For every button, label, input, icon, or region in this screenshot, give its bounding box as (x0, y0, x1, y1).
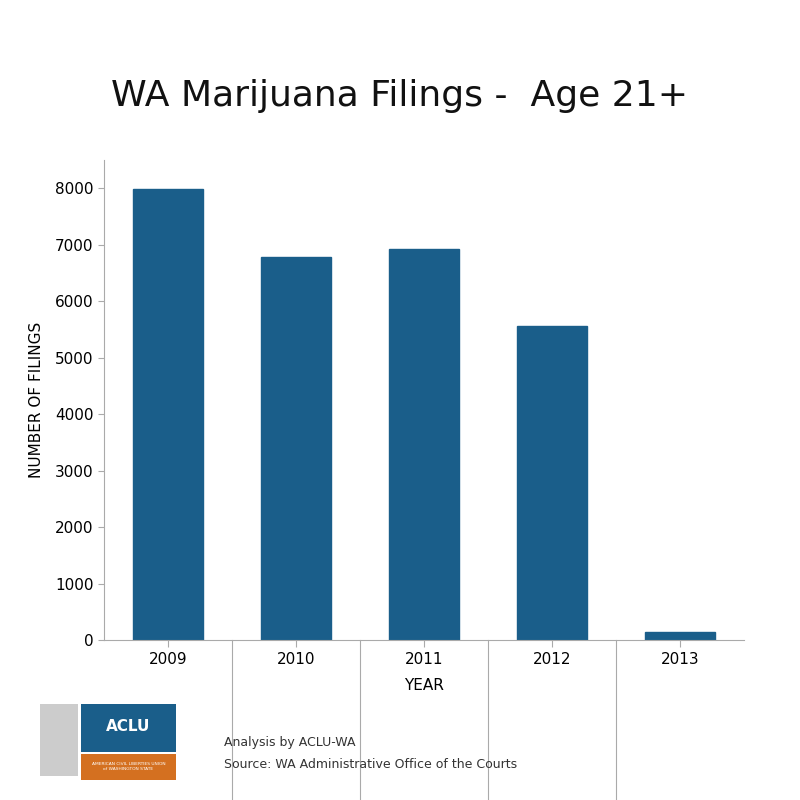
X-axis label: YEAR: YEAR (404, 678, 444, 693)
Bar (517, 326, 587, 640)
Bar (261, 257, 331, 640)
Text: ACLU: ACLU (106, 719, 150, 734)
FancyBboxPatch shape (81, 704, 176, 752)
Text: Source: WA Administrative Office of the Courts: Source: WA Administrative Office of the … (224, 758, 517, 771)
Text: WA Marijuana Filings -  Age 21+: WA Marijuana Filings - Age 21+ (111, 79, 689, 113)
Bar (389, 250, 459, 640)
FancyBboxPatch shape (40, 704, 78, 776)
Text: AMERICAN CIVIL LIBERTIES UNION
of WASHINGTON STATE: AMERICAN CIVIL LIBERTIES UNION of WASHIN… (91, 762, 166, 771)
Y-axis label: NUMBER OF FILINGS: NUMBER OF FILINGS (29, 322, 44, 478)
Bar (645, 631, 715, 640)
Text: Analysis by ACLU-WA: Analysis by ACLU-WA (224, 736, 355, 749)
FancyBboxPatch shape (81, 754, 176, 780)
Bar (133, 189, 203, 640)
